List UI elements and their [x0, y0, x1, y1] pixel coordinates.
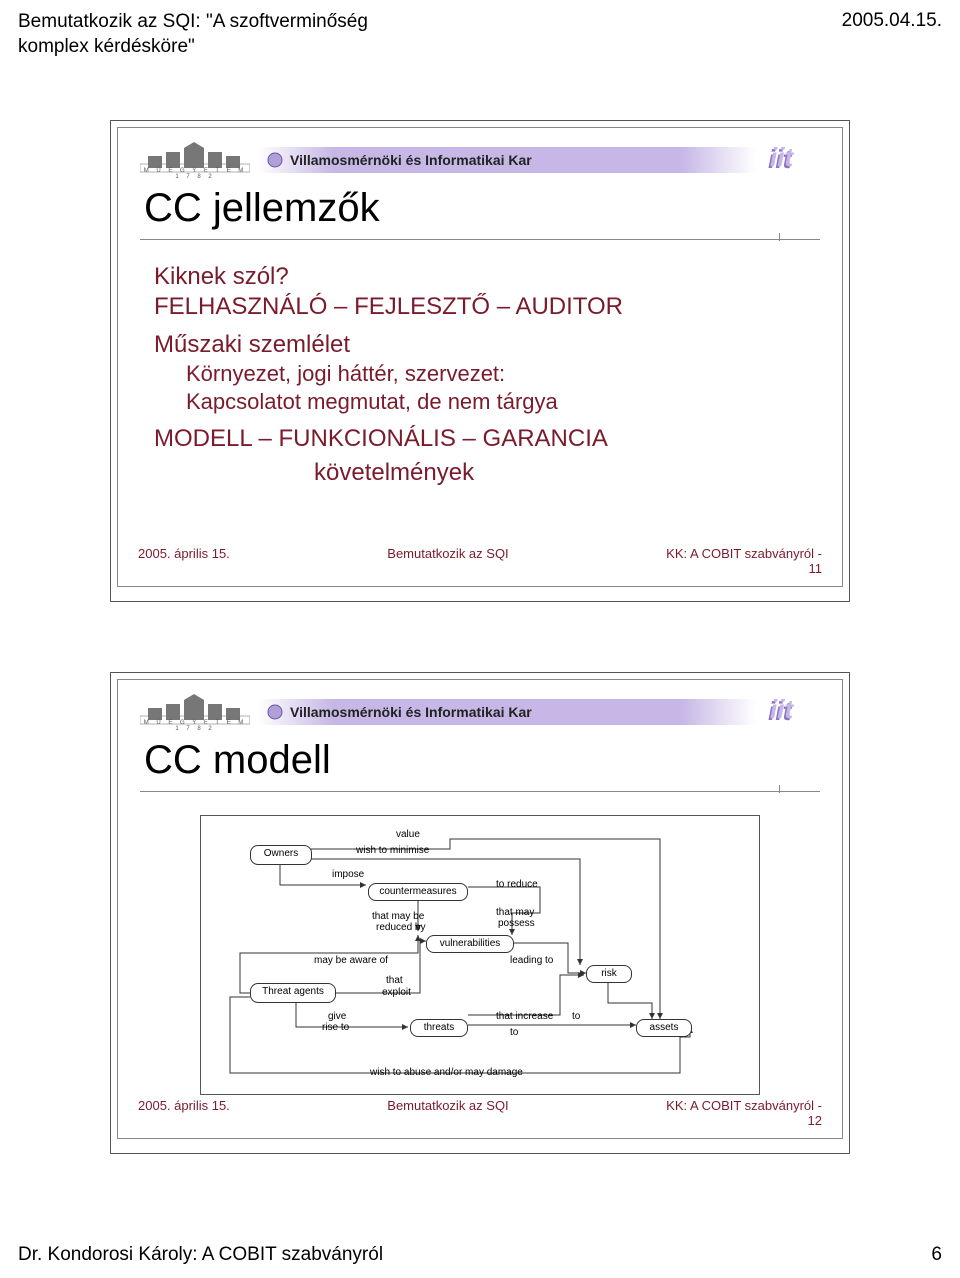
header-line2: komplex kérdésköre" — [18, 36, 195, 57]
svg-text:iit: iit — [770, 142, 794, 172]
iit-logo-2: iit iit — [764, 694, 820, 730]
footer-author: Dr. Kondorosi Károly: A COBIT szabványró… — [18, 1244, 383, 1266]
diagram-label-2: impose — [332, 869, 364, 880]
diagram-label-6: that may be — [372, 911, 424, 922]
title-rule-2 — [140, 785, 820, 797]
svg-text:iit: iit — [770, 694, 794, 724]
diagram-node-threats: threats — [410, 1019, 468, 1037]
header-date: 2005.04.15. — [842, 10, 942, 59]
sf-mid-2: Bemutatkozik az SQI — [387, 1098, 508, 1128]
diagram-label-17: wish to abuse and/or may damage — [370, 1067, 523, 1078]
sf-right: KK: A COBIT szabványról - 11 — [666, 546, 822, 576]
bme-caption-2: M Ű E G Y E T E M 1 7 8 2 — [140, 720, 250, 732]
dept-bar-2: Villamosmérnöki és Informatikai Kar — [258, 699, 756, 725]
s1-line5: Kapcsolatot megmutat, de nem tárgya — [186, 389, 810, 415]
slide-2-footer: 2005. április 15. Bemutatkozik az SQI KK… — [138, 1098, 822, 1128]
sf-date: 2005. április 15. — [138, 546, 230, 576]
diagram-node-owners: Owners — [250, 845, 312, 865]
diagram-node-assets: assets — [636, 1019, 692, 1037]
s1-line7: követelmények — [314, 459, 810, 487]
diagram-label-12: give — [328, 1011, 346, 1022]
slide-1-content: Kiknek szól? FELHASZNÁLÓ – FEJLESZTŐ – A… — [140, 263, 820, 487]
header-title: Bemutatkozik az SQI: "A szoftverminőség … — [18, 10, 368, 59]
slide-1: M Ű E G Y E T E M 1 7 8 2 Villamosmérnök… — [110, 120, 850, 602]
page-header: Bemutatkozik az SQI: "A szoftverminőség … — [18, 10, 942, 59]
slide-1-title: CC jellemzők — [144, 186, 820, 231]
title-rule — [140, 233, 820, 245]
slide-2: M Ű E G Y E T E M 1 7 8 2 Villamosmérnök… — [110, 672, 850, 1154]
slide-1-footer: 2005. április 15. Bemutatkozik az SQI KK… — [138, 546, 822, 576]
diagram-label-7: reduced by — [376, 922, 425, 933]
bme-logo-2: M Ű E G Y E T E M 1 7 8 2 — [140, 694, 250, 730]
dept-badge-icon-2 — [266, 703, 284, 721]
diagram-label-13: rise to — [322, 1022, 349, 1033]
s1-line3: Műszaki szemlélet — [154, 331, 810, 359]
iit-logo: iit iit — [764, 142, 820, 178]
sf-pageno-2: 12 — [808, 1113, 822, 1128]
diagram-node-threatagents: Threat agents — [250, 983, 336, 1003]
dept-bar: Villamosmérnöki és Informatikai Kar — [258, 147, 756, 173]
sf-pageno: 11 — [809, 561, 823, 576]
slide-logo-row: M Ű E G Y E T E M 1 7 8 2 Villamosmérnök… — [140, 142, 820, 178]
s1-line2: FELHASZNÁLÓ – FEJLESZTŐ – AUDITOR — [154, 293, 810, 321]
slide-2-title: CC modell — [144, 738, 820, 783]
sf-right-2: KK: A COBIT szabványról - 12 — [666, 1098, 822, 1128]
bme-caption: M Ű E G Y E T E M 1 7 8 2 — [140, 168, 250, 180]
s1-line1: Kiknek szól? — [154, 263, 810, 291]
diagram-label-5: possess — [498, 918, 535, 929]
diagram-label-10: that — [386, 975, 403, 986]
diagram-label-3: to reduce — [496, 879, 538, 890]
slides-area: M Ű E G Y E T E M 1 7 8 2 Villamosmérnök… — [110, 120, 850, 1224]
dept-badge-icon — [266, 151, 284, 169]
slide-1-inner: M Ű E G Y E T E M 1 7 8 2 Villamosmérnök… — [117, 127, 843, 587]
diagram-label-4: that may — [496, 907, 534, 918]
diagram-node-risk: risk — [586, 965, 632, 983]
diagram-label-1: wish to minimise — [356, 845, 429, 856]
diagram-label-16: to — [510, 1027, 518, 1038]
cc-model-diagram: Owners countermeasures vulnerabilities Thre… — [200, 815, 760, 1095]
s1-line4: Környezet, jogi háttér, szervezet: — [186, 361, 810, 387]
dept-name: Villamosmérnöki és Informatikai Kar — [290, 152, 532, 168]
diagram-label-14: that increase — [496, 1011, 553, 1022]
s1-line6: MODELL – FUNKCIONÁLIS – GARANCIA — [154, 425, 810, 453]
bme-logo: M Ű E G Y E T E M 1 7 8 2 — [140, 142, 250, 178]
sf-date-2: 2005. április 15. — [138, 1098, 230, 1128]
footer-pageno: 6 — [931, 1244, 942, 1266]
diagram-node-vuln: vulnerabilities — [426, 935, 514, 953]
slide-2-inner: M Ű E G Y E T E M 1 7 8 2 Villamosmérnök… — [117, 679, 843, 1139]
header-line1: Bemutatkozik az SQI: "A szoftverminőség — [18, 11, 368, 32]
diagram-label-11: exploit — [382, 987, 411, 998]
diagram-node-counter: countermeasures — [368, 883, 468, 901]
diagram-label-0: value — [396, 829, 420, 840]
sf-mid: Bemutatkozik az SQI — [387, 546, 508, 576]
page-footer: Dr. Kondorosi Károly: A COBIT szabványró… — [18, 1244, 942, 1266]
slide-logo-row-2: M Ű E G Y E T E M 1 7 8 2 Villamosmérnök… — [140, 694, 820, 730]
dept-name-2: Villamosmérnöki és Informatikai Kar — [290, 704, 532, 720]
diagram-label-9: leading to — [510, 955, 553, 966]
diagram-label-15: to — [572, 1011, 580, 1022]
diagram-label-8: may be aware of — [314, 955, 388, 966]
